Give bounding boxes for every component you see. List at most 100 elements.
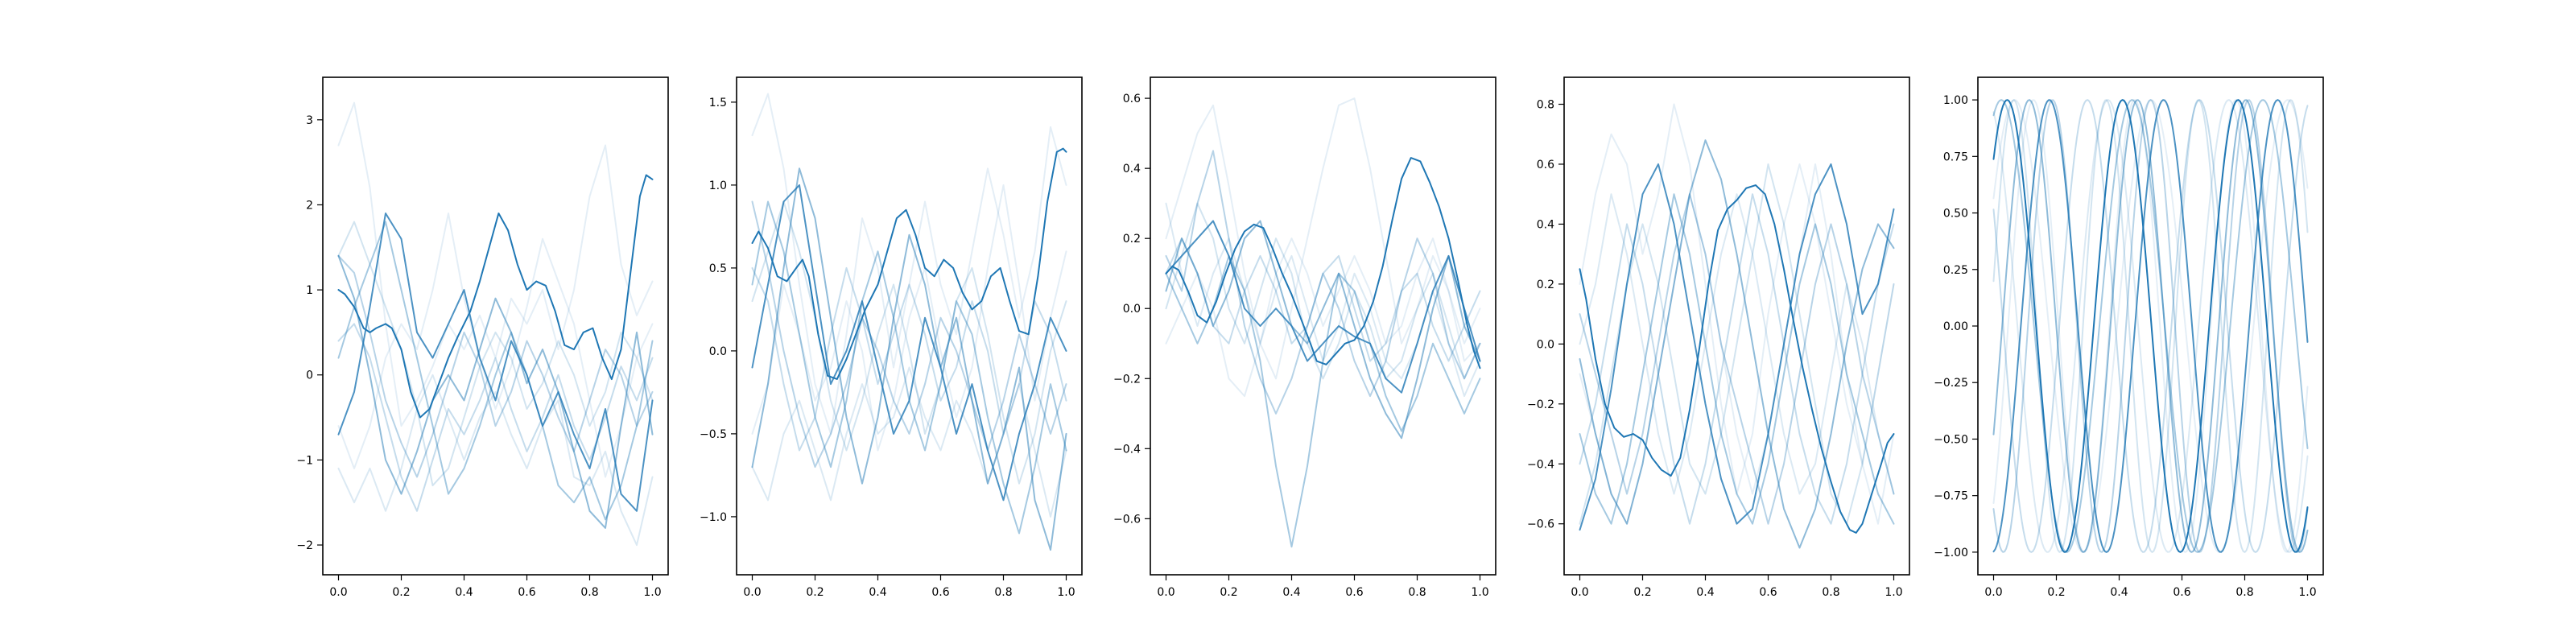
x-tick-label: 1.0	[1057, 586, 1075, 599]
axes-frame	[322, 76, 669, 576]
series-line-9	[1579, 163, 1895, 531]
x-tick-label: 1.0	[643, 586, 661, 599]
y-tick-label: 0.6	[1123, 93, 1141, 105]
series-line-10	[337, 174, 654, 419]
series-line-10	[1579, 184, 1895, 534]
series-line-5	[1579, 193, 1895, 525]
x-tick-label: 0.0	[329, 586, 347, 599]
x-tick-label: 0.6	[518, 586, 535, 599]
x-tick-label: 0.6	[1345, 586, 1363, 599]
series-line-4	[1992, 99, 2309, 553]
subplot-5: 0.0 0.2 0.4 0.6 0.8 1.0 −1.00 −0.75 −0.50 −0.25 0.…	[1934, 76, 2324, 599]
series-line-8	[751, 167, 1067, 551]
series-line-8	[1579, 139, 1895, 549]
y-tick-label: −0.4	[1527, 458, 1554, 471]
series-line-6	[1165, 150, 1481, 415]
y-tick-label: 1.5	[709, 97, 727, 109]
y-tick-label: 0.00	[1943, 320, 1968, 333]
series-line-6	[751, 200, 1067, 469]
y-tick-label: 0.6	[1537, 159, 1554, 171]
axes-frame	[736, 76, 1083, 576]
y-tick-label: 0.2	[1537, 279, 1554, 291]
series-line-8	[1165, 220, 1481, 440]
x-tick-label: 0.4	[2110, 586, 2128, 599]
y-tick-label: −1	[296, 454, 313, 467]
y-tick-label: −1.00	[1934, 547, 1968, 559]
axes-frame	[1150, 76, 1496, 576]
subplot-2: 0.0 0.2 0.4 0.6 0.8 1.0 −1.0 −0.5 0.0 0.5 1.0 1.5	[700, 76, 1083, 599]
x-tick-label: 0.6	[931, 586, 949, 599]
series-line-9	[1165, 220, 1481, 394]
series-group	[1165, 97, 1481, 548]
x-tick-label: 0.4	[455, 586, 473, 599]
y-tick-label: −0.2	[1527, 398, 1554, 411]
series-line-5	[1992, 99, 2309, 553]
series-line-9	[337, 213, 654, 512]
y-tick-label: −1.0	[700, 511, 727, 524]
x-tick-label: 0.6	[2173, 586, 2190, 599]
y-tick-label: 3	[306, 114, 313, 127]
y-tick-label: −0.4	[1113, 443, 1141, 456]
x-tick-label: 0.4	[1696, 586, 1714, 599]
y-tick-label: 2	[306, 199, 313, 212]
y-tick-label: −0.6	[1113, 513, 1141, 526]
x-tick-label: 0.8	[994, 586, 1012, 599]
x-tick-label: 0.0	[743, 586, 761, 599]
x-tick-label: 0.2	[1633, 586, 1651, 599]
y-tick-label: −0.6	[1527, 518, 1554, 531]
series-line-1	[337, 101, 654, 427]
y-tick-label: −2	[296, 539, 313, 552]
x-tick-label: 1.0	[2298, 586, 2316, 599]
series-line-7	[1165, 254, 1481, 548]
series-line-10	[751, 147, 1067, 380]
series-group	[337, 101, 654, 547]
series-line-6	[337, 254, 654, 478]
series-line-4	[751, 200, 1067, 485]
axes-frame	[1563, 76, 1910, 576]
y-tick-label: 0.4	[1123, 163, 1141, 175]
x-tick-label: 0.8	[1822, 586, 1839, 599]
y-tick-label: 0.50	[1943, 208, 1968, 221]
series-group	[1992, 99, 2309, 553]
x-tick-label: 0.6	[1759, 586, 1777, 599]
x-tick-label: 0.2	[2047, 586, 2065, 599]
series-line-1	[1165, 97, 1481, 380]
y-tick-label: −0.50	[1934, 433, 1968, 446]
x-tick-label: 1.0	[1885, 586, 1902, 599]
subplot-4: 0.0 0.2 0.4 0.6 0.8 1.0 −0.6 −0.4 −0.2 0.0 0.2 0.4 0…	[1527, 76, 1910, 599]
y-tick-label: 0.0	[1123, 303, 1141, 316]
y-tick-label: 1	[306, 284, 313, 297]
x-tick-label: 0.0	[1571, 586, 1588, 599]
series-line-10	[1992, 99, 2309, 553]
x-tick-label: 0.2	[806, 586, 824, 599]
x-tick-label: 0.0	[1157, 586, 1174, 599]
series-line-4	[337, 221, 654, 487]
y-tick-label: 0.0	[709, 345, 727, 358]
x-tick-label: 1.0	[1471, 586, 1488, 599]
series-line-2	[751, 184, 1067, 452]
x-tick-label: 0.0	[1984, 586, 2002, 599]
y-tick-label: −0.2	[1113, 373, 1141, 386]
series-line-4	[1165, 202, 1481, 380]
series-line-10	[1165, 157, 1481, 369]
x-tick-label: 0.4	[869, 586, 886, 599]
series-line-3	[337, 374, 654, 547]
x-tick-label: 0.2	[392, 586, 410, 599]
series-line-9	[1992, 99, 2309, 553]
series-line-8	[337, 254, 654, 529]
series-line-5	[751, 266, 1067, 452]
x-tick-label: 0.8	[580, 586, 598, 599]
y-tick-label: −0.75	[1934, 490, 1968, 503]
series-line-2	[1165, 237, 1481, 398]
y-tick-label: 0.8	[1537, 99, 1554, 112]
series-line-7	[337, 221, 654, 521]
y-tick-label: −0.5	[700, 428, 727, 441]
subplot-1: 0.0 0.2 0.4 0.6 0.8 1.0 −2 −1 0 1 2 3	[296, 76, 669, 599]
y-tick-label: 0.4	[1537, 218, 1554, 231]
y-tick-label: 1.0	[709, 180, 727, 192]
subplot-3: 0.0 0.2 0.4 0.6 0.8 1.0 −0.6 −0.4 −0.2 0.0 0.2 0.4 0…	[1113, 76, 1496, 599]
series-line-9	[751, 184, 1067, 502]
series-line-6	[1579, 193, 1895, 525]
series-group	[1579, 103, 1895, 549]
